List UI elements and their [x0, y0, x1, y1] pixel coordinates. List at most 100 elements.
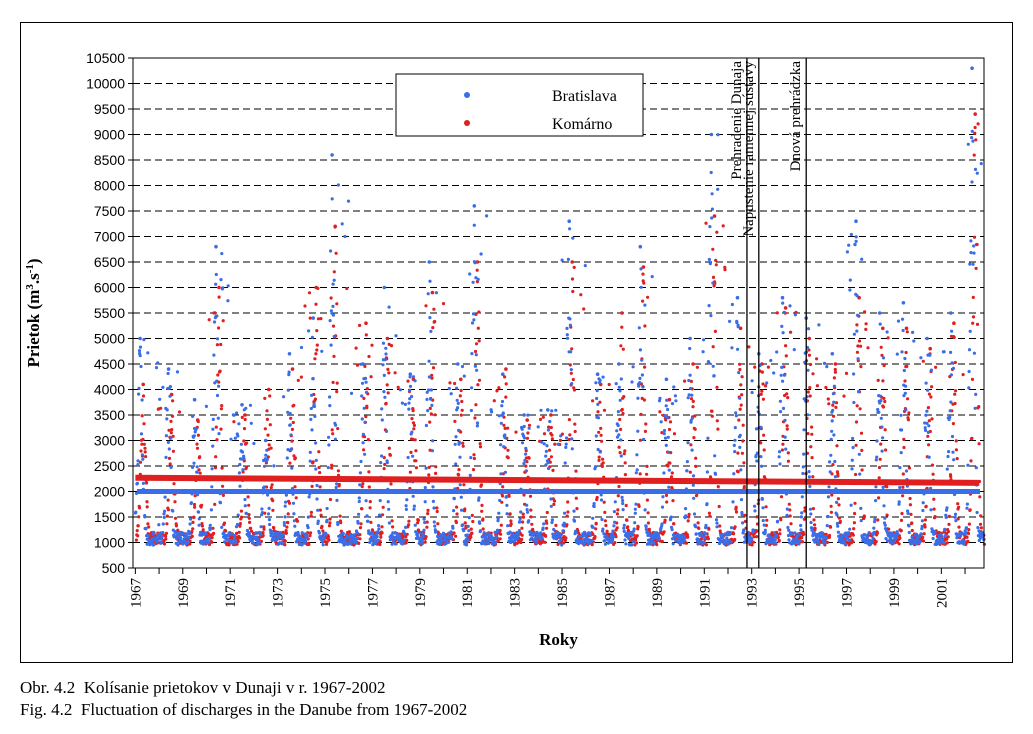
data-point — [799, 523, 803, 528]
data-point — [645, 498, 650, 502]
data-point — [622, 529, 626, 533]
data-point — [906, 509, 910, 513]
peak-point — [854, 219, 858, 223]
data-point — [658, 410, 662, 414]
data-point — [749, 537, 754, 541]
data-point — [134, 510, 138, 514]
data-point — [364, 499, 368, 503]
data-point — [853, 511, 857, 516]
data-point — [645, 464, 649, 468]
data-point — [431, 485, 435, 489]
data-point — [919, 356, 923, 360]
data-point — [704, 221, 708, 225]
data-point — [314, 302, 318, 306]
data-point — [904, 350, 908, 355]
data-point — [972, 153, 976, 157]
data-point — [536, 425, 540, 429]
data-point — [471, 312, 476, 316]
data-point — [876, 378, 880, 382]
data-point — [314, 352, 318, 356]
data-point — [189, 501, 193, 505]
peak-point — [664, 377, 669, 382]
data-point — [283, 539, 287, 543]
data-point — [593, 535, 597, 539]
data-point — [753, 509, 757, 513]
data-point — [956, 502, 960, 506]
data-point — [262, 464, 267, 468]
data-point — [895, 352, 899, 356]
data-point — [715, 230, 719, 234]
data-point — [371, 543, 375, 547]
data-point — [650, 275, 654, 279]
data-point — [460, 399, 464, 404]
data-point — [926, 406, 931, 410]
data-point — [339, 535, 343, 539]
data-point — [198, 471, 202, 475]
data-point — [646, 533, 650, 537]
data-point — [347, 530, 351, 534]
data-point — [685, 533, 690, 537]
data-point — [171, 434, 175, 438]
data-point — [541, 526, 545, 530]
data-point — [476, 277, 480, 281]
data-point — [238, 522, 242, 526]
data-point — [400, 401, 404, 405]
data-point — [712, 284, 716, 288]
data-point — [463, 521, 467, 525]
data-point — [860, 448, 864, 452]
data-point — [475, 424, 479, 428]
data-point — [570, 277, 575, 281]
data-point — [380, 525, 384, 529]
data-point — [247, 503, 251, 507]
data-point — [544, 454, 548, 458]
data-point — [238, 536, 242, 540]
x-tick-label-1995: 1995 — [792, 578, 808, 608]
peak-point — [949, 311, 953, 315]
data-point — [596, 416, 601, 420]
data-point — [716, 133, 720, 137]
legend-box — [395, 73, 644, 137]
data-point — [847, 532, 851, 536]
data-point — [429, 329, 433, 333]
data-point — [422, 528, 426, 532]
data-point — [803, 360, 807, 364]
data-point — [882, 363, 886, 368]
data-point — [703, 532, 708, 536]
data-point — [361, 482, 365, 486]
data-point — [596, 447, 600, 452]
data-point — [244, 406, 248, 410]
data-point — [871, 536, 875, 540]
data-point — [670, 471, 674, 475]
data-point — [219, 407, 223, 411]
data-point — [618, 389, 622, 393]
data-point — [977, 405, 981, 409]
data-point — [268, 522, 272, 527]
data-point — [317, 531, 322, 535]
data-point — [330, 197, 334, 201]
data-point — [882, 396, 886, 400]
data-point — [326, 534, 330, 539]
data-point — [566, 336, 570, 340]
data-point — [475, 368, 479, 372]
data-point — [550, 437, 555, 441]
data-point — [380, 418, 384, 422]
data-point — [563, 461, 567, 465]
data-point — [594, 434, 598, 438]
data-point — [832, 384, 837, 388]
data-point — [299, 345, 304, 350]
data-point — [309, 417, 313, 421]
data-point — [270, 483, 274, 487]
data-point — [188, 522, 192, 526]
data-point — [254, 531, 258, 535]
y-tick-label-9500: 9500 — [94, 101, 125, 117]
data-point — [710, 207, 715, 211]
data-point — [835, 513, 839, 517]
data-point — [282, 395, 286, 399]
data-point — [170, 428, 174, 432]
data-point — [404, 504, 408, 508]
data-point — [787, 502, 791, 506]
data-point — [424, 466, 428, 470]
data-point — [763, 531, 767, 535]
data-point — [850, 467, 854, 471]
data-point — [382, 390, 386, 394]
